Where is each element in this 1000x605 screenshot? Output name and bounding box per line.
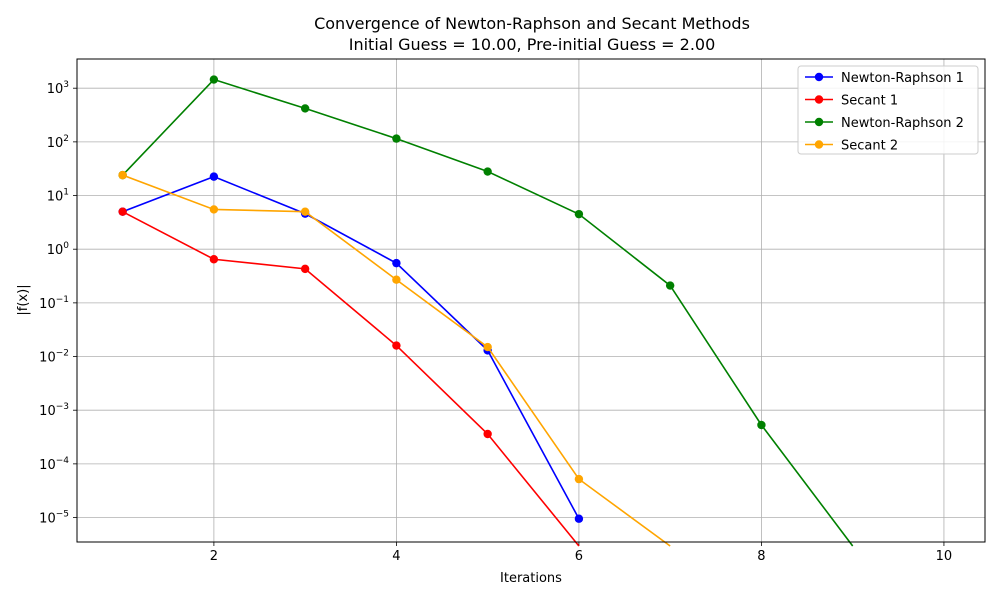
y-tick-label: 10−4 <box>39 456 69 473</box>
y-tick-label: 10−1 <box>39 295 69 312</box>
y-tick-base: 10 <box>39 351 56 366</box>
y-axis-label: |f(x)| <box>16 284 31 315</box>
y-tick-base: 10 <box>47 82 64 97</box>
data-point <box>392 134 401 143</box>
data-point <box>392 275 401 284</box>
legend-marker <box>814 140 824 149</box>
data-point <box>392 341 401 350</box>
y-tick-label: 102 <box>47 134 69 151</box>
data-point <box>483 342 492 352</box>
data-point <box>483 429 492 439</box>
legend: Newton-Raphson 1 Secant 1 Newton-Raphson 2… <box>797 65 979 155</box>
y-tick-base: 10 <box>39 404 56 419</box>
data-point <box>574 514 584 523</box>
data-point <box>209 172 219 181</box>
data-point <box>483 167 492 176</box>
chart-subtitle: Initial Guess = 10.00, Pre-initial Guess… <box>349 35 716 54</box>
legend-marker <box>814 72 824 82</box>
chart-title: Convergence of Newton-Raphson and Secant… <box>314 14 750 33</box>
y-tick-label: 100 <box>47 241 70 258</box>
series-line <box>122 175 580 520</box>
data-point <box>757 420 766 430</box>
data-point <box>118 207 127 216</box>
data-point <box>300 104 310 113</box>
y-tick-label: 101 <box>47 188 69 205</box>
x-tick-label: 10 <box>936 549 953 564</box>
x-tick-label: 6 <box>575 549 583 564</box>
legend-label: Secant 2 <box>841 139 898 154</box>
y-tick-exponent: 2 <box>63 134 69 144</box>
plot-frame <box>76 58 986 543</box>
series-3 <box>118 75 854 547</box>
y-tick-base: 10 <box>47 190 64 205</box>
y-tick-exponent: −5 <box>56 510 69 520</box>
data-point <box>300 207 310 216</box>
x-tick-label: 8 <box>757 549 765 564</box>
y-tick-base: 10 <box>47 243 64 258</box>
series-line <box>122 78 854 547</box>
data-point <box>574 474 584 484</box>
x-tick-label: 4 <box>392 549 400 564</box>
legend-marker <box>814 95 824 104</box>
data-point <box>574 209 584 219</box>
data-point <box>209 255 219 264</box>
legend-label: Secant 1 <box>841 94 898 109</box>
y-tick-exponent: 3 <box>63 80 69 90</box>
y-tick-exponent: −4 <box>56 456 70 466</box>
series-2 <box>118 207 580 547</box>
legend-label: Newton-Raphson 1 <box>841 71 964 86</box>
data-point <box>392 258 401 268</box>
data-point <box>118 170 127 180</box>
y-tick-base: 10 <box>39 458 56 473</box>
legend-label: Newton-Raphson 2 <box>841 116 964 131</box>
data-point <box>209 205 219 214</box>
data-point <box>665 281 675 290</box>
series-line <box>122 210 580 547</box>
y-tick-exponent: 1 <box>63 188 69 198</box>
y-tick-label: 10−5 <box>39 510 69 527</box>
y-tick-exponent: −1 <box>56 295 69 305</box>
x-tick-label: 2 <box>210 549 218 564</box>
series-1 <box>118 172 584 523</box>
x-axis-label: Iterations <box>500 571 562 586</box>
y-tick-base: 10 <box>47 136 64 151</box>
y-tick-label: 10−2 <box>39 349 69 366</box>
legend-marker <box>814 117 824 127</box>
y-tick-label: 103 <box>47 80 69 97</box>
y-tick-exponent: −3 <box>56 402 69 412</box>
y-tick-base: 10 <box>39 512 56 527</box>
data-point <box>209 75 219 84</box>
data-point <box>300 264 310 274</box>
y-tick-exponent: −2 <box>56 349 69 359</box>
legend-box <box>797 65 979 155</box>
y-tick-label: 10−3 <box>39 402 69 419</box>
series-4 <box>118 170 671 547</box>
series-layer <box>118 75 854 547</box>
y-tick-base: 10 <box>39 297 56 312</box>
y-tick-exponent: 0 <box>63 241 69 251</box>
